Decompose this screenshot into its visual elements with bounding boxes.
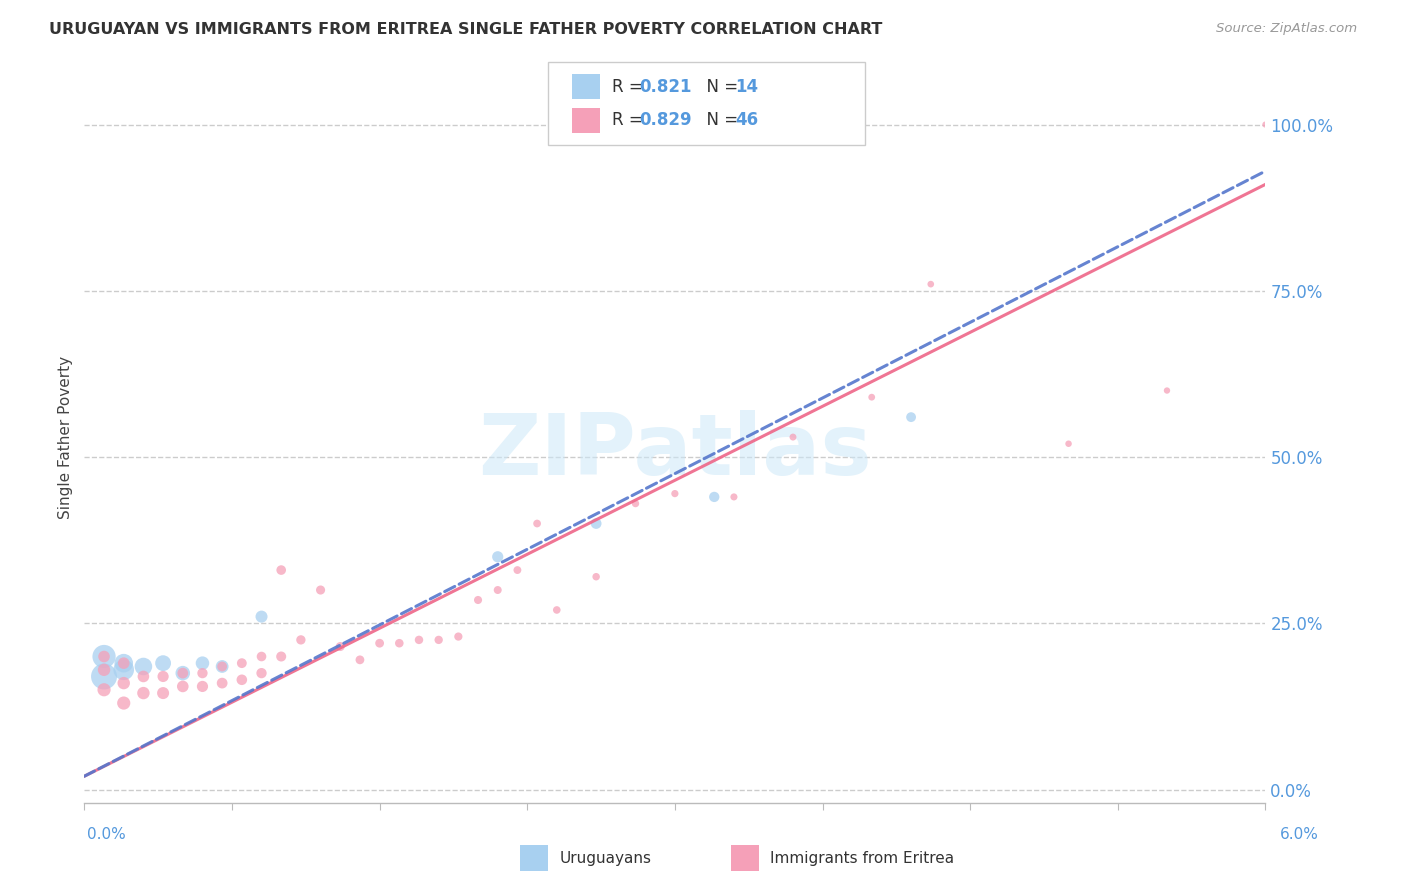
Point — [860, 390, 883, 404]
Point — [388, 636, 411, 650]
Point — [112, 663, 135, 677]
Point — [112, 676, 135, 690]
Point — [211, 659, 233, 673]
Point — [782, 430, 804, 444]
Point — [703, 490, 725, 504]
Point — [585, 570, 607, 584]
Point — [427, 632, 450, 647]
Point — [270, 563, 292, 577]
Text: 0.829: 0.829 — [640, 112, 692, 129]
Point — [211, 659, 233, 673]
Text: URUGUAYAN VS IMMIGRANTS FROM ERITREA SINGLE FATHER POVERTY CORRELATION CHART: URUGUAYAN VS IMMIGRANTS FROM ERITREA SIN… — [49, 22, 883, 37]
Point — [329, 640, 352, 654]
Point — [191, 680, 214, 694]
Point — [191, 656, 214, 670]
Point — [486, 549, 509, 564]
Point — [506, 563, 529, 577]
Point — [290, 632, 312, 647]
Point — [132, 659, 155, 673]
Text: 0.0%: 0.0% — [87, 827, 127, 841]
Point — [93, 649, 115, 664]
Y-axis label: Single Father Poverty: Single Father Poverty — [58, 356, 73, 518]
Point — [270, 649, 292, 664]
Point — [132, 686, 155, 700]
Point — [152, 669, 174, 683]
Text: R =: R = — [612, 112, 648, 129]
Point — [172, 666, 194, 681]
Point — [920, 277, 942, 292]
Point — [309, 582, 332, 597]
Text: N =: N = — [696, 112, 744, 129]
Point — [112, 656, 135, 670]
Text: Uruguayans: Uruguayans — [560, 851, 651, 865]
Point — [112, 696, 135, 710]
Point — [231, 656, 253, 670]
Point — [191, 666, 214, 681]
Text: N =: N = — [696, 78, 744, 95]
Point — [152, 656, 174, 670]
Point — [93, 682, 115, 697]
Point — [349, 653, 371, 667]
Point — [408, 632, 430, 647]
Text: 14: 14 — [735, 78, 758, 95]
Point — [467, 593, 489, 607]
Text: 6.0%: 6.0% — [1279, 827, 1319, 841]
Point — [723, 490, 745, 504]
Point — [664, 486, 686, 500]
Point — [1156, 384, 1178, 398]
Point — [250, 649, 273, 664]
Text: 0.821: 0.821 — [640, 78, 692, 95]
Point — [172, 680, 194, 694]
Text: Immigrants from Eritrea: Immigrants from Eritrea — [770, 851, 955, 865]
Point — [585, 516, 607, 531]
Point — [231, 673, 253, 687]
Point — [93, 669, 115, 683]
Point — [1254, 118, 1277, 132]
Point — [546, 603, 568, 617]
Point — [93, 663, 115, 677]
Point — [486, 582, 509, 597]
Point — [1057, 436, 1080, 450]
Point — [368, 636, 391, 650]
Text: R =: R = — [612, 78, 648, 95]
Text: Source: ZipAtlas.com: Source: ZipAtlas.com — [1216, 22, 1357, 36]
Point — [211, 676, 233, 690]
Point — [93, 649, 115, 664]
Point — [250, 666, 273, 681]
Point — [112, 656, 135, 670]
Point — [447, 630, 470, 644]
Point — [624, 497, 647, 511]
Point — [152, 686, 174, 700]
Point — [526, 516, 548, 531]
Point — [250, 609, 273, 624]
Point — [900, 410, 922, 425]
Point — [172, 666, 194, 681]
Text: ZIPatlas: ZIPatlas — [478, 410, 872, 493]
Text: 46: 46 — [735, 112, 758, 129]
Point — [132, 669, 155, 683]
